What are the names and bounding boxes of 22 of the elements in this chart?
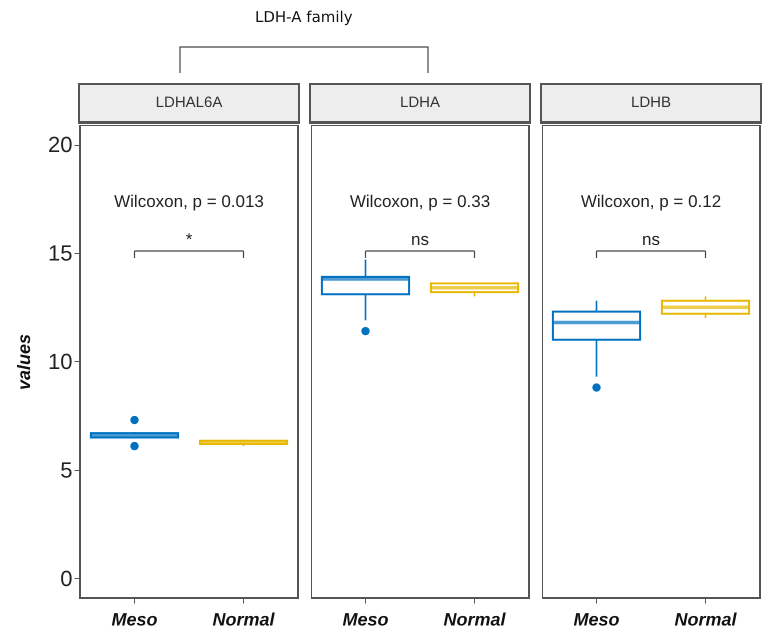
chart-title: LDHA (309, 83, 531, 124)
chart-title: LDHB (540, 83, 762, 124)
annotation: Wilcoxon, p = 0.013 (114, 192, 264, 211)
x-tick-label: Meso (342, 610, 389, 630)
text: LDH-A family (255, 8, 353, 26)
x-tick-label: Normal (443, 610, 507, 630)
annotation: Wilcoxon, p = 0.12 (580, 192, 722, 211)
x-tick-label: Meso (573, 610, 620, 630)
y-axis-title: values (14, 334, 34, 390)
x-tick-label: Meso (111, 610, 158, 630)
y-tick-label: 15 (48, 240, 72, 266)
annotation: ns (411, 230, 429, 249)
x-tick-label: Normal (674, 610, 738, 630)
y-tick-label: 10 (48, 349, 72, 374)
y-tick-label: 5 (60, 457, 72, 482)
annotation: Wilcoxon, p = 0.33 (350, 192, 490, 211)
y-tick-label: 0 (60, 566, 72, 591)
x-tick-label: Normal (212, 610, 276, 630)
chart-title: LDHAL6A (78, 83, 300, 124)
y-tick-label: 20 (48, 132, 72, 158)
annotation: * (186, 230, 193, 249)
annotation: ns (642, 230, 660, 249)
